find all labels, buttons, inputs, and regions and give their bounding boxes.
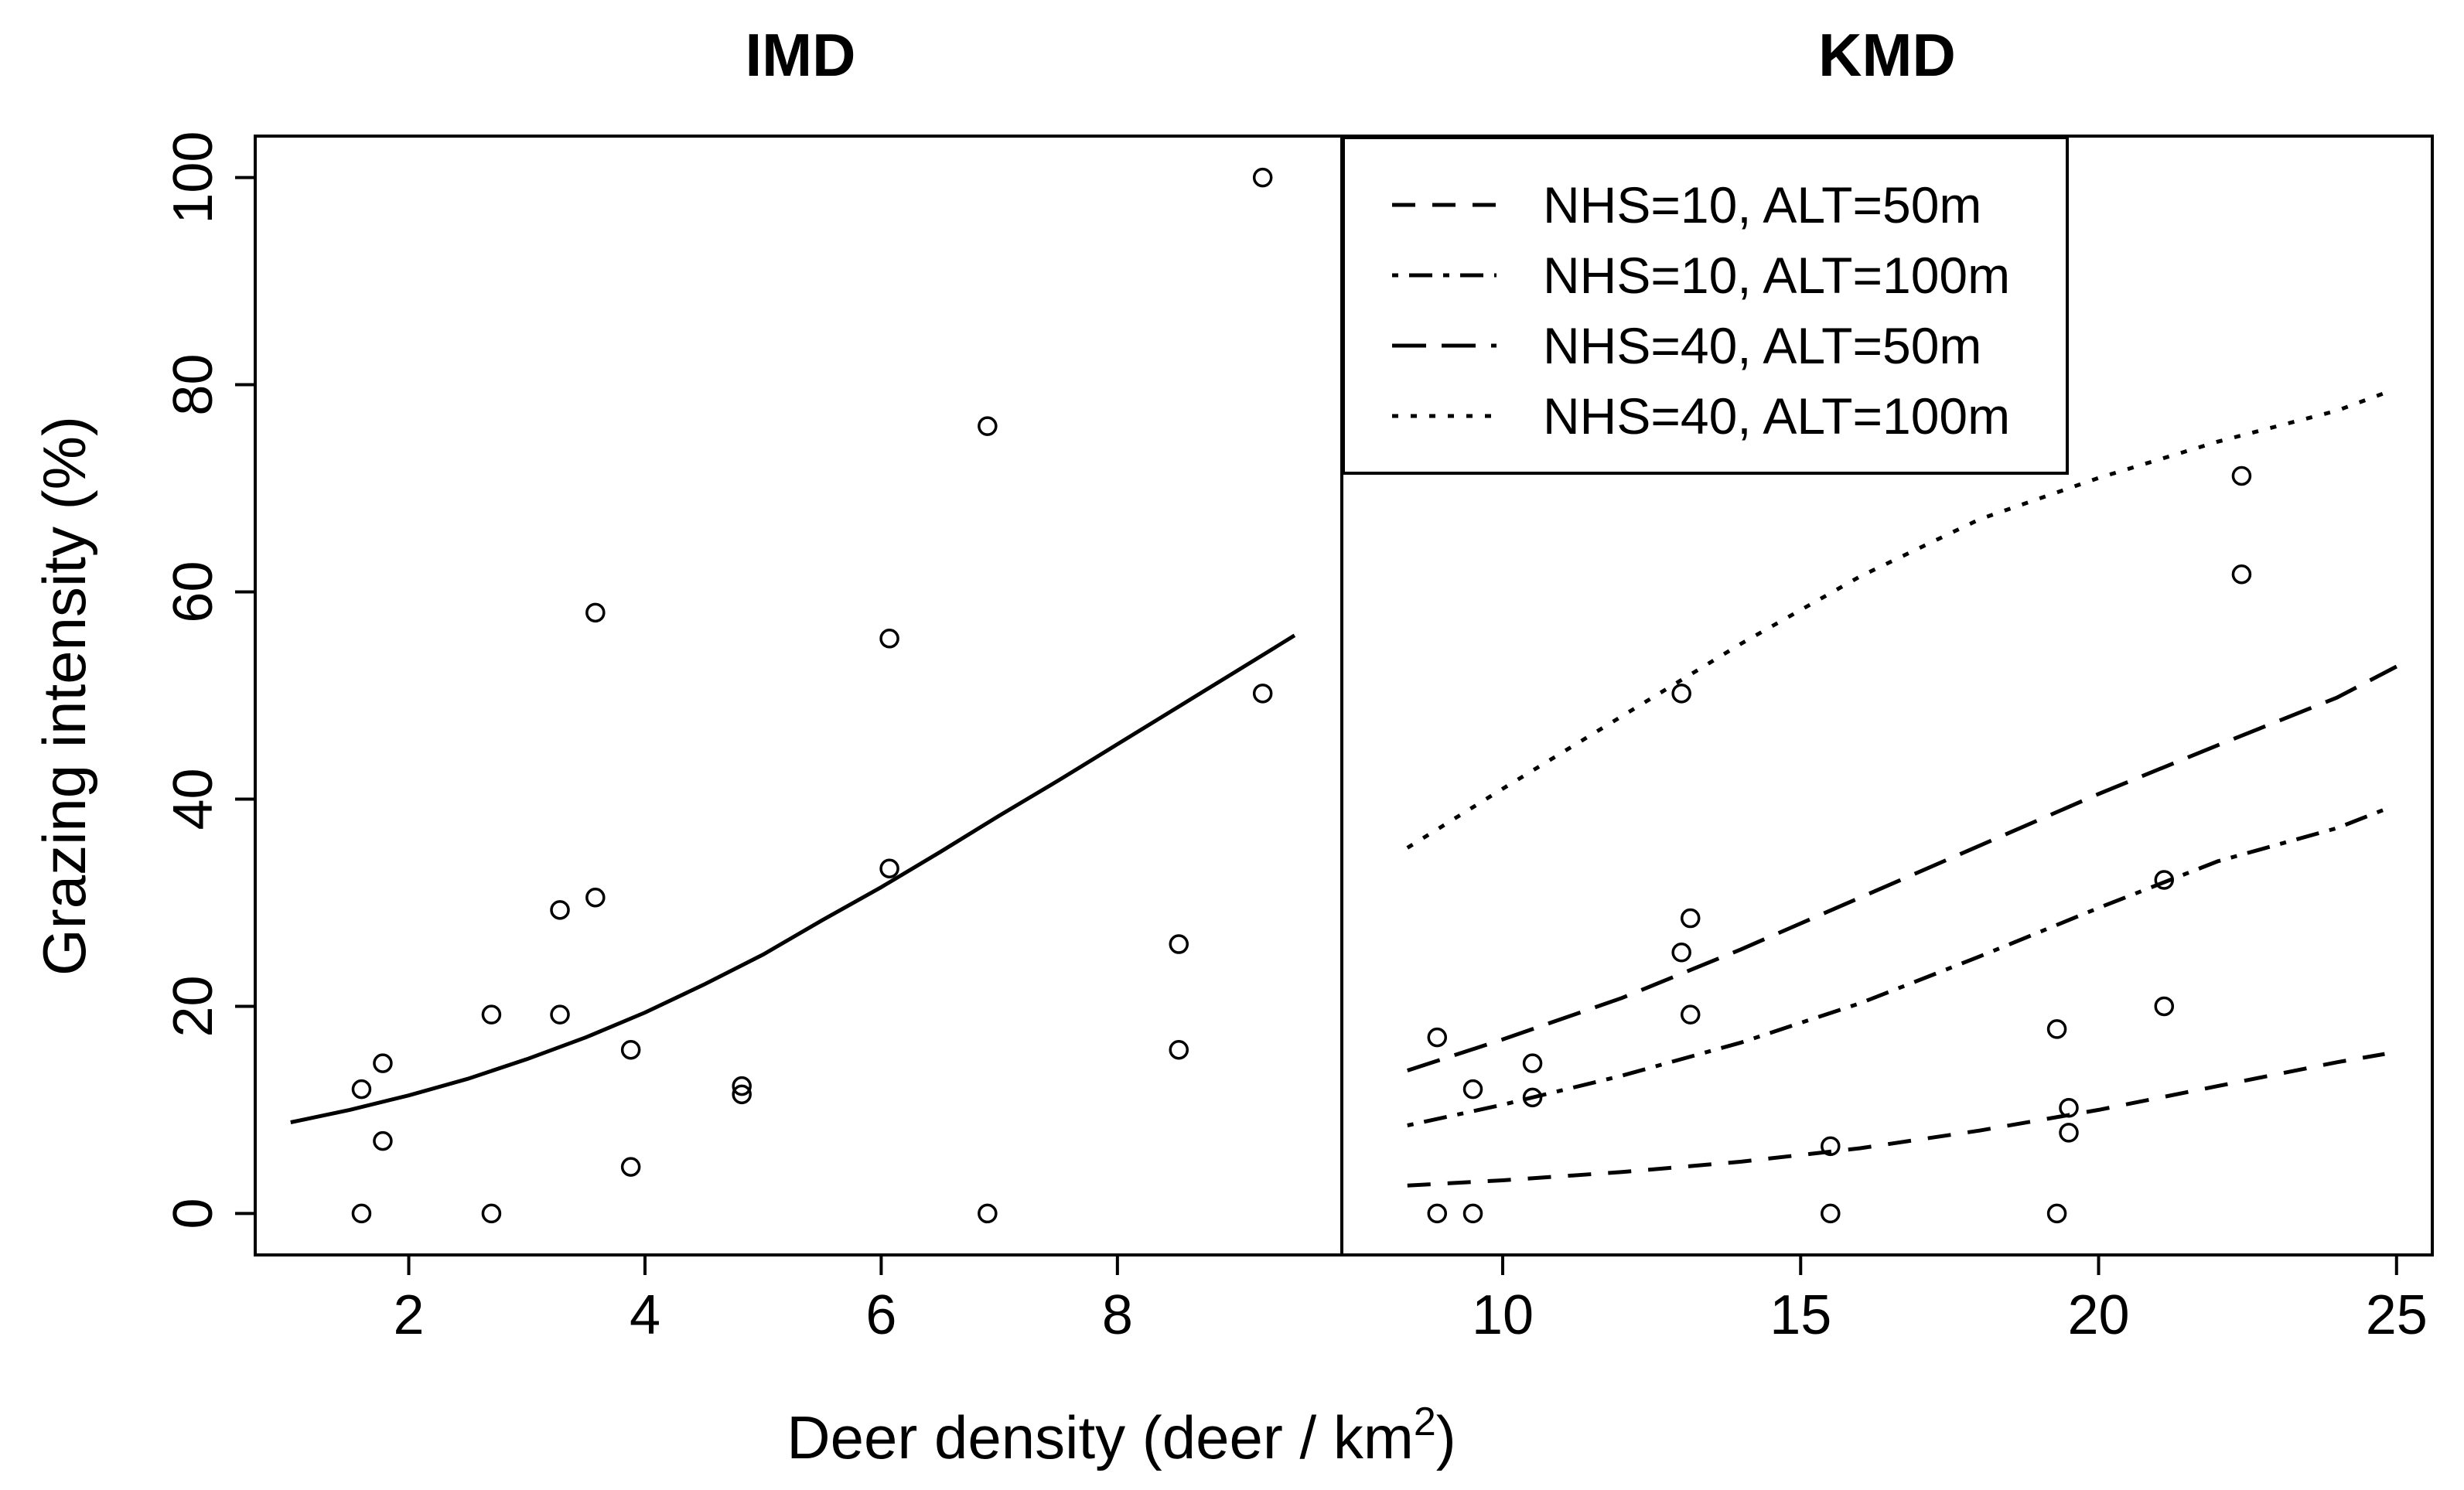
kmd-data-point xyxy=(1680,1004,1701,1025)
imd-data-point xyxy=(1252,684,1273,704)
kmd-ticks: 10 15 20 25 xyxy=(1472,1255,2428,1346)
y-tick-label: 0 xyxy=(162,1198,224,1229)
kmd-data-point xyxy=(1522,1053,1543,1073)
imd-plot-frame xyxy=(254,135,1343,1256)
kmd-curve-nhs-10-alt-50m xyxy=(1407,1052,2385,1188)
imd-data-point xyxy=(373,1053,393,1073)
x-axis-label: Deer density (deer / km2) xyxy=(787,1400,1456,1471)
imd-data-point xyxy=(373,1130,393,1151)
kmd-points xyxy=(1427,465,2252,1224)
kmd-data-point xyxy=(2231,465,2252,486)
panel-title-imd: IMD xyxy=(746,21,856,89)
imd-data-point xyxy=(620,1039,641,1060)
panel-title-kmd: KMD xyxy=(1818,21,1956,89)
kmd-x-tick-label: 15 xyxy=(1770,1284,1831,1346)
kmd-data-point xyxy=(1680,908,1701,929)
legend-label: NHS=10, ALT=50m xyxy=(1543,176,1981,234)
imd-data-point xyxy=(978,1203,998,1224)
x-axis-label-superscript: 2 xyxy=(1414,1400,1436,1444)
legend-box xyxy=(1342,136,2069,475)
kmd-legend: NHS=10, ALT=50m NHS=10, ALT=100m NHS=40, A… xyxy=(1342,136,2069,475)
kmd-curve-nhs-40-alt-100m xyxy=(1406,390,2386,850)
kmd-x-tick-label: 25 xyxy=(2366,1284,2428,1346)
kmd-data-point xyxy=(1427,1027,1448,1048)
imd-curves xyxy=(290,633,1296,1124)
imd-points xyxy=(351,167,1273,1224)
imd-data-point xyxy=(585,602,606,623)
kmd-data-point xyxy=(2154,996,2175,1017)
imd-x-tick-label: 8 xyxy=(1102,1284,1133,1346)
imd-data-point xyxy=(351,1203,372,1224)
kmd-x-tick-label: 20 xyxy=(2067,1284,2129,1346)
imd-data-point xyxy=(481,1004,502,1025)
legend-label: NHS=40, ALT=100m xyxy=(1543,387,2010,445)
imd-data-point xyxy=(732,1076,752,1096)
kmd-data-point xyxy=(1821,1136,1841,1157)
imd-data-point xyxy=(978,416,998,436)
x-axis-label-main: Deer density (deer / km xyxy=(787,1403,1414,1471)
imd-data-point xyxy=(585,888,606,908)
kmd-data-point xyxy=(2059,1123,2079,1143)
kmd-data-point xyxy=(2059,1097,2079,1118)
y-axis-label: Grazing intensity (%) xyxy=(30,416,98,976)
imd-data-point xyxy=(1252,167,1273,188)
kmd-curve-nhs-40-alt-50m xyxy=(1407,664,2397,1072)
imd-x-tick-label: 2 xyxy=(394,1284,425,1346)
kmd-x-tick-label: 10 xyxy=(1472,1284,1534,1346)
y-tick-label: 60 xyxy=(162,561,224,622)
imd-data-point xyxy=(550,900,570,920)
legend-label: NHS=10, ALT=100m xyxy=(1543,247,2010,304)
kmd-data-point xyxy=(2231,564,2252,585)
imd-data-point xyxy=(620,1157,641,1177)
kmd-curves xyxy=(1406,390,2397,1188)
kmd-plot-frame xyxy=(1340,135,2434,1256)
imd-data-point xyxy=(732,1084,752,1105)
kmd-data-point xyxy=(1522,1087,1543,1108)
kmd-data-point xyxy=(2046,1019,2067,1039)
y-tick-label: 80 xyxy=(162,354,224,416)
x-axis-label-close: ) xyxy=(1436,1403,1456,1471)
kmd-data-point xyxy=(2154,870,2175,890)
kmd-data-point xyxy=(2046,1203,2067,1224)
imd-data-point xyxy=(550,1004,570,1025)
kmd-data-point xyxy=(1462,1079,1483,1100)
legend-label: NHS=40, ALT=50m xyxy=(1543,317,1981,374)
imd-x-tick-label: 6 xyxy=(865,1284,896,1346)
kmd-data-point xyxy=(1671,684,1691,704)
imd-curve-fitted-curve xyxy=(290,633,1296,1124)
imd-data-point xyxy=(879,629,899,649)
y-tick-label: 40 xyxy=(162,768,224,830)
kmd-data-point xyxy=(1821,1203,1841,1224)
kmd-data-point xyxy=(1462,1203,1483,1224)
kmd-curve-nhs-10-alt-100m xyxy=(1407,807,2386,1127)
y-tick-label: 20 xyxy=(162,975,224,1037)
kmd-data-point xyxy=(1671,943,1691,963)
imd-data-point xyxy=(481,1203,502,1224)
imd-data-point xyxy=(1169,1039,1189,1060)
kmd-data-point xyxy=(1427,1203,1448,1224)
y-tick-label: 100 xyxy=(162,131,224,224)
imd-data-point xyxy=(351,1079,372,1100)
imd-x-tick-label: 4 xyxy=(630,1284,660,1346)
imd-data-point xyxy=(879,858,899,878)
imd-data-point xyxy=(1169,934,1189,954)
